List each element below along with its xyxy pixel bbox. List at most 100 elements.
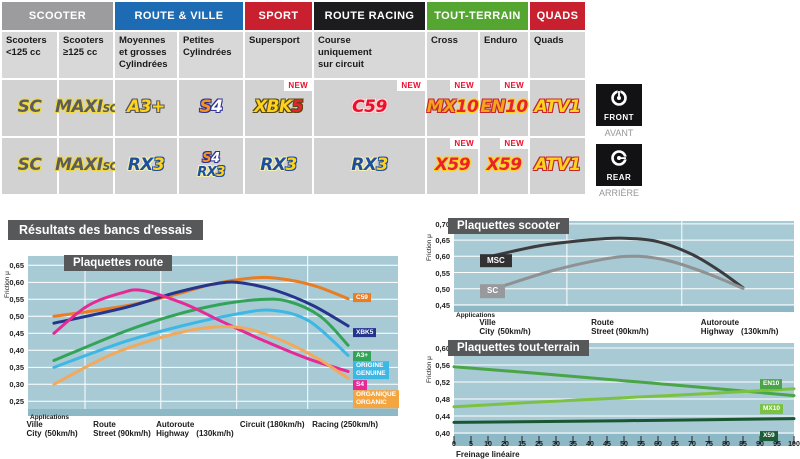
y-tick-label: 0,55 <box>435 268 450 278</box>
series-label-line: MSC <box>487 256 505 266</box>
category-label-1: Route Street (90km/h) <box>93 420 151 439</box>
front-cell-7: NEW EN10 <box>480 80 528 136</box>
front-cell-3: S4 <box>179 80 243 136</box>
product-logo: SC <box>18 156 42 175</box>
table-subheader-cell-7: Enduro <box>480 32 528 78</box>
table-category-header-2: SPORT <box>245 2 312 30</box>
product-logo-part: C59 <box>352 97 387 118</box>
chart-plaquettes-route: C59 XBK5 A3+ ORIGINE GENUINE S4 ORGANIQUE ORGAN… <box>2 250 406 459</box>
category-label-4: Racing (250km/h) <box>312 420 378 430</box>
category-name-en: City <box>479 326 495 336</box>
x-tick-label-4: 15 <box>518 441 526 448</box>
rear-cell-6: NEW X59 <box>427 138 478 194</box>
category-speed: (180km/h) <box>267 420 305 429</box>
table-subheader-cell-0: Scooters <125 cc <box>2 32 57 78</box>
category-label-2: Autoroute Highway (130km/h) <box>156 420 234 439</box>
category-name-en: Highway <box>700 326 734 336</box>
rear-axle-badge: REAR ARRIÈRE <box>596 144 642 198</box>
y-tick-label: 0,55 <box>9 295 24 305</box>
rear-cell-4: RX3 <box>245 138 312 194</box>
product-logo: RX3 <box>351 155 388 176</box>
y-tick-label: 0,45 <box>435 300 450 310</box>
series-label-ORIGINE / GENUINE: ORIGINE GENUINE <box>353 361 389 379</box>
plot-svg-scooter <box>454 221 794 312</box>
category-name-en: Highway <box>156 428 189 438</box>
x-tick-label-10: 50 <box>620 441 628 448</box>
series-line-XBK5 <box>52 280 350 328</box>
product-logo-part: RX <box>197 165 217 180</box>
chart-plaquettes-tout-terrain: 0 5 10 20 15 25 30 35 40 45 50 55 60 65 70 75 80 85 90 95 10… <box>424 337 800 459</box>
rear-sublabel: ARRIÈRE <box>598 188 639 198</box>
series-line-EN10 <box>452 365 796 398</box>
series-label-MX10: MX10 <box>760 404 783 415</box>
series-label-line: ORGANIQUE <box>356 391 397 399</box>
rear-cell-2: RX3 <box>115 138 177 194</box>
x-tick-label-12: 60 <box>654 441 662 448</box>
table-rear-row: SC MAXISC RX3 S4 RX3 RX3 RX3 NEW X59 NEW X59 ATV1 <box>2 138 585 194</box>
product-logo-part: EN <box>480 97 506 118</box>
series-line-S4 <box>52 288 350 373</box>
category-name: Route <box>93 420 116 429</box>
rear-label: REAR <box>606 172 632 182</box>
category-name-en: City <box>26 428 42 438</box>
category-name-en: Street <box>93 428 116 438</box>
category-name: Autoroute <box>700 318 740 327</box>
y-tick-label: 0,45 <box>9 329 24 339</box>
product-logo: X59 <box>486 155 522 176</box>
product-logo: XBK5 <box>254 98 304 117</box>
series-line-ORGANIQUE / ORGANIC <box>52 325 350 386</box>
x-tick-label-2: 10 <box>484 441 492 448</box>
series-label-line: ORGANIC <box>356 399 387 407</box>
category-names: Autoroute Highway <box>700 318 740 337</box>
rear-cell-5: RX3 <box>314 138 425 194</box>
product-logo-part: RX <box>351 155 377 176</box>
product-logo-part: RX <box>260 155 286 176</box>
rear-cell-7: NEW X59 <box>480 138 528 194</box>
x-tick-label-11: 55 <box>637 441 645 448</box>
rear-axle-icon <box>609 149 629 172</box>
new-badge: NEW <box>450 138 478 149</box>
series-label-line: A3+ <box>356 352 369 360</box>
y-tick-label: 0,48 <box>435 395 450 404</box>
new-badge: NEW <box>284 80 312 91</box>
category-label-1: Route Street (90km/h) <box>591 318 649 337</box>
chart-plaquettes-scooter: MSC SC 0,70 0,65 0,60 0,55 0,50 0,45 Friction μ P… <box>424 215 800 339</box>
x-axis-title: Freinage linéaire <box>456 450 520 459</box>
product-logo: EN10 <box>480 97 528 118</box>
product-logo-part: X59 <box>486 155 522 176</box>
plot-svg-route <box>28 256 398 416</box>
y-tick-label: 0,52 <box>435 378 450 387</box>
x-tick-label-20: 100 <box>788 441 800 448</box>
category-speed: (50km/h) <box>44 428 78 438</box>
x-tick-label-3: 20 <box>501 441 509 448</box>
product-logo-part: 4 <box>211 97 223 118</box>
series-label-XBK5: XBK5 <box>353 327 377 338</box>
results-section-title: Résultats des bancs d'essais <box>8 220 204 240</box>
x-tick-label-15: 75 <box>705 441 713 448</box>
product-logo-part: MAXI <box>55 97 103 118</box>
front-cell-0: SC <box>2 80 57 136</box>
y-tick-label: 0,40 <box>9 346 24 356</box>
series-label-line: EN10 <box>763 380 780 388</box>
table-subheader-cell-8: Quads <box>530 32 585 78</box>
product-logo-part: 10 <box>455 97 479 118</box>
y-tick-label: 0,60 <box>435 344 450 353</box>
product-logo: MAXISC <box>55 156 117 175</box>
front-axle-box: FRONT <box>596 84 642 126</box>
y-tick-label: 0,56 <box>435 361 450 370</box>
series-label-line: X59 <box>763 432 775 440</box>
y-axis-title: Friction μ <box>4 271 11 298</box>
category-names: Route Street <box>591 318 614 337</box>
series-line-X59 <box>452 417 796 424</box>
series-label-EN10: EN10 <box>760 379 783 389</box>
series-line-MX10 <box>452 387 796 409</box>
x-tick-label-1: 5 <box>469 441 473 448</box>
series-line-A3+ <box>52 297 350 362</box>
product-logo: RX3 <box>197 166 225 180</box>
category-speed: (130km/h) <box>196 428 234 438</box>
category-name-en: Street <box>591 326 614 336</box>
category-names: Route Street <box>93 420 116 439</box>
product-logo: X59 <box>435 156 471 175</box>
product-logo: ATV1 <box>534 98 581 117</box>
